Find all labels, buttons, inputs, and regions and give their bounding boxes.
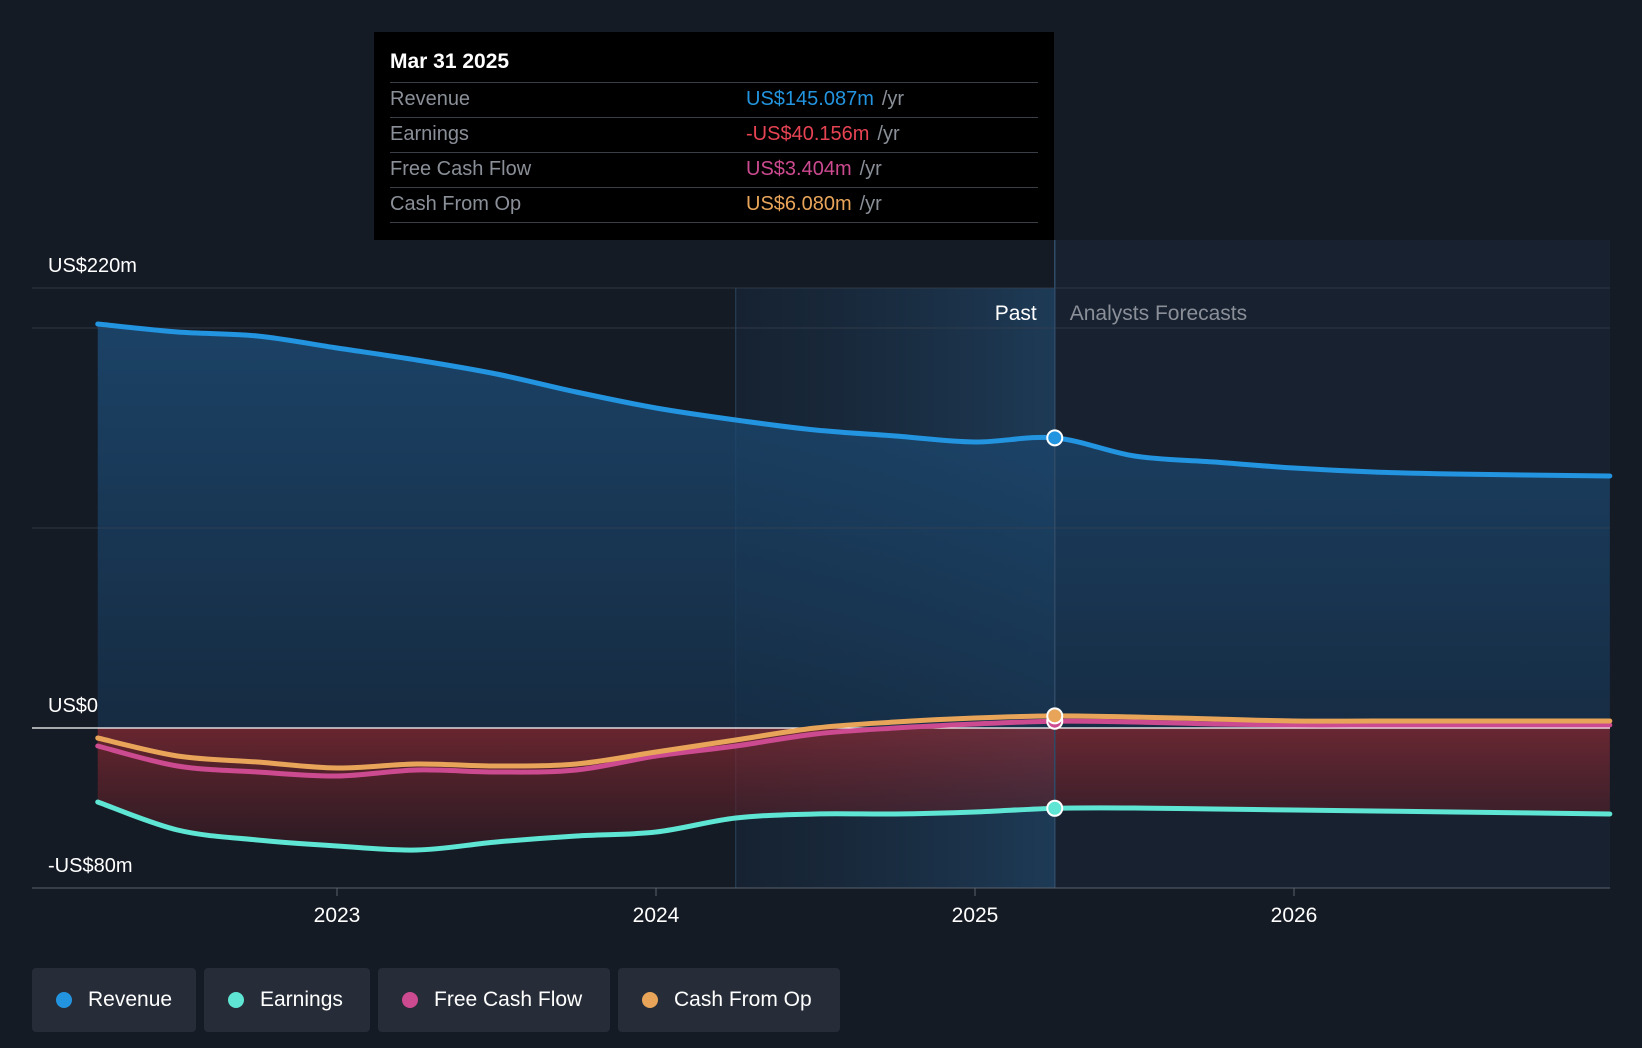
tooltip: Mar 31 2025 Revenue US$145.087m/yr Earni…: [374, 32, 1054, 240]
legend-item-revenue[interactable]: Revenue: [32, 968, 196, 1032]
revenue-dot-icon: [56, 992, 72, 1008]
tooltip-row-fcf: Free Cash Flow US$3.404m/yr: [390, 153, 1038, 188]
earnings-line: [95, 799, 1613, 853]
tooltip-label: Free Cash Flow: [390, 158, 532, 180]
tooltip-value-cfo: US$6.080m/yr: [746, 188, 882, 221]
unit: /yr: [859, 193, 882, 215]
unit: /yr: [859, 158, 882, 180]
earnings-marker: [1046, 799, 1064, 817]
tooltip-row-revenue: Revenue US$145.087m/yr: [390, 83, 1038, 118]
x-tick-label: 2023: [314, 904, 361, 927]
y-tick-label: US$0: [48, 695, 98, 717]
earnings-area: [97, 728, 1610, 851]
tooltip-value-earnings: -US$40.156m/yr: [746, 118, 900, 151]
unit: /yr: [877, 123, 900, 145]
tooltip-row-cfo: Cash From Op US$6.080m/yr: [390, 188, 1038, 223]
x-tick-label: 2026: [1271, 904, 1318, 927]
free-cash-flow-dot-icon: [402, 992, 418, 1008]
value: US$6.080m: [746, 193, 852, 215]
tooltip-row-earnings: Earnings -US$40.156m/yr: [390, 118, 1038, 153]
legend-item-earnings[interactable]: Earnings: [204, 968, 370, 1032]
free-cash-flow-line: [95, 718, 1613, 779]
earnings-dot-icon: [228, 992, 244, 1008]
tooltip-value-revenue: US$145.087m/yr: [746, 83, 904, 116]
legend-label: Earnings: [260, 988, 343, 1011]
legend-label: Free Cash Flow: [434, 988, 583, 1011]
value: -US$40.156m: [746, 123, 870, 145]
y-tick-label: US$220m: [48, 255, 137, 277]
legend-item-free-cash-flow[interactable]: Free Cash Flow: [378, 968, 610, 1032]
revenue-line: [95, 321, 1613, 479]
x-tick-label: 2024: [633, 904, 680, 927]
unit: /yr: [881, 88, 905, 110]
cash-from-op-line: [95, 713, 1613, 771]
tooltip-value-fcf: US$3.404m/yr: [746, 153, 882, 186]
legend-label: Cash From Op: [674, 988, 812, 1011]
x-tick-label: 2025: [952, 904, 999, 927]
tooltip-label: Earnings: [390, 123, 469, 145]
cash-from-op-marker: [1046, 707, 1064, 725]
revenue-area: [97, 324, 1610, 728]
value: US$145.087m: [746, 88, 874, 110]
legend-label: Revenue: [88, 988, 173, 1011]
forecast-label: Analysts Forecasts: [1070, 302, 1247, 325]
tooltip-date: Mar 31 2025: [390, 46, 1038, 83]
tooltip-label: Revenue: [390, 88, 471, 110]
tooltip-label: Cash From Op: [390, 193, 522, 215]
past-label: Past: [995, 302, 1037, 325]
legend-item-cash-from-op[interactable]: Cash From Op: [618, 968, 840, 1032]
cash-from-op-dot-icon: [642, 992, 658, 1008]
revenue-marker: [1046, 429, 1064, 447]
y-tick-label: -US$80m: [48, 855, 132, 877]
value: US$3.404m: [746, 158, 852, 180]
